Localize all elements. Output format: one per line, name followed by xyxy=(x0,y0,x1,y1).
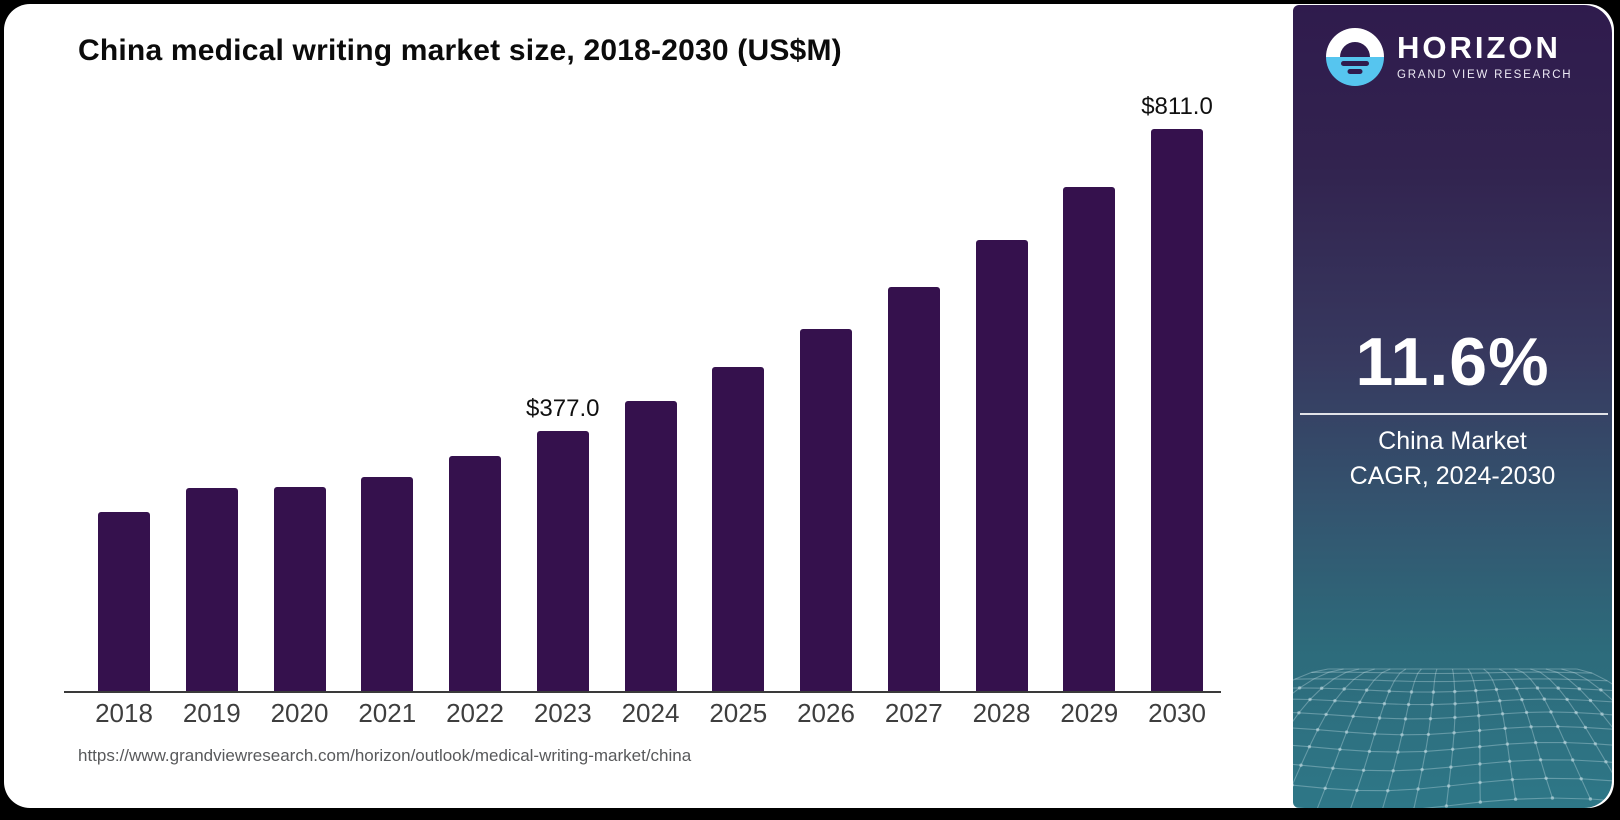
brand-name: HORIZON xyxy=(1397,30,1561,65)
x-tick-label-2021: 2021 xyxy=(358,698,417,728)
x-tick-label-2023: 2023 xyxy=(533,698,592,728)
x-tick-label-2019: 2019 xyxy=(182,698,241,728)
logo-wave-line-1 xyxy=(1341,61,1369,66)
bar-2028 xyxy=(975,240,1028,693)
x-tick-label-2022: 2022 xyxy=(446,698,504,728)
bar-value-label-2023: $377.0 xyxy=(526,395,600,422)
bar-2021 xyxy=(361,477,414,693)
bar-2030 xyxy=(1151,129,1203,693)
stat-divider xyxy=(1300,413,1608,415)
x-tick-label-2028: 2028 xyxy=(972,698,1031,728)
bar-2027 xyxy=(887,287,940,693)
x-tick-label-2025: 2025 xyxy=(709,698,768,728)
cagr-label-line1: China Market xyxy=(1378,427,1527,455)
x-tick-label-2024: 2024 xyxy=(621,698,680,728)
source-url: https://www.grandviewresearch.com/horizo… xyxy=(78,746,692,765)
bar-2024 xyxy=(624,401,677,693)
brand-text: HORIZON GRAND VIEW RESEARCH xyxy=(1397,32,1572,81)
logo-wave-line-2 xyxy=(1347,69,1363,74)
x-tick-label-2029: 2029 xyxy=(1060,698,1119,728)
x-tick-label-2020: 2020 xyxy=(270,698,329,728)
x-axis-line xyxy=(64,691,1221,693)
bar-2022 xyxy=(449,456,501,693)
logo-sun-shape xyxy=(1340,42,1370,57)
cagr-value: 11.6% xyxy=(1355,324,1550,400)
bar-2020 xyxy=(273,487,326,693)
bar-2023 xyxy=(536,431,589,693)
x-tick-label-2030: 2030 xyxy=(1148,698,1206,728)
bar-2029 xyxy=(1063,187,1116,693)
x-tick-label-2018: 2018 xyxy=(95,698,153,728)
bar-2019 xyxy=(185,488,238,693)
chart-title: China medical writing market size, 2018-… xyxy=(78,34,842,67)
x-tick-label-2027: 2027 xyxy=(884,698,943,728)
bar-2018 xyxy=(98,512,150,693)
bar-value-label-2030: $811.0 xyxy=(1141,93,1213,120)
brand-subtitle: GRAND VIEW RESEARCH xyxy=(1397,69,1573,81)
bar-2026 xyxy=(800,329,852,693)
cagr-label-line2: CAGR, 2024-2030 xyxy=(1349,462,1556,490)
wireframe-mesh-decoration xyxy=(1293,668,1612,808)
bar-2025 xyxy=(712,367,765,693)
horizon-logo-icon xyxy=(1326,28,1384,86)
sidebar: HORIZON GRAND VIEW RESEARCH 11.6% China … xyxy=(1293,5,1612,808)
x-tick-label-2026: 2026 xyxy=(797,698,855,728)
